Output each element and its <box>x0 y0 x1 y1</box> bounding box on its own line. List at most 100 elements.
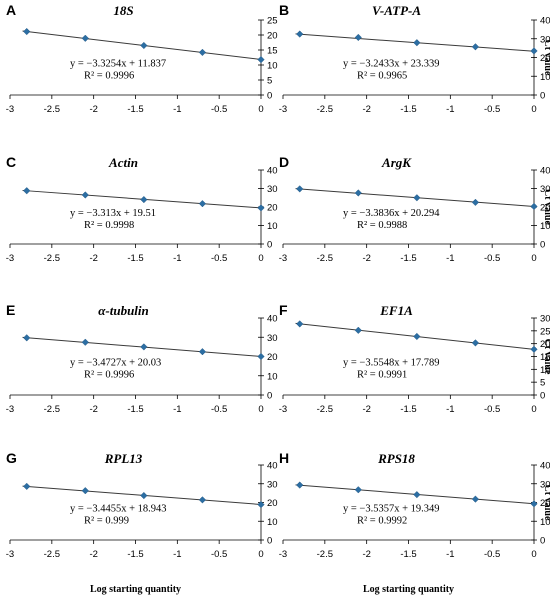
data-point <box>140 343 148 351</box>
x-axis-title: Log starting quantity <box>90 584 181 595</box>
panel-letter: A <box>6 2 16 18</box>
y-tick-label: 20 <box>540 339 550 350</box>
x-tick-label: -0.5 <box>211 549 227 560</box>
r-squared: R² = 0.9965 <box>357 71 407 82</box>
y-tick-label: 40 <box>540 166 550 177</box>
y-tick-label: 10 <box>267 221 278 232</box>
x-tick-label: -1 <box>173 549 181 560</box>
panel-letter: C <box>6 154 16 170</box>
r-squared: R² = 0.9996 <box>84 71 134 82</box>
chart-title: 18S <box>113 3 133 18</box>
y-tick-label: 0 <box>540 536 545 547</box>
y-axis-title: Ct value <box>542 339 550 375</box>
regression-equation: y = −3.313x + 19.51 <box>70 208 156 219</box>
x-tick-label: -0.5 <box>211 404 227 415</box>
y-tick-label: 10 <box>267 517 278 528</box>
y-tick-label: 20 <box>267 203 278 214</box>
data-point <box>530 345 538 353</box>
data-point <box>257 352 265 361</box>
data-point <box>354 326 362 334</box>
panel-letter: G <box>6 450 17 466</box>
data-point <box>354 486 362 494</box>
y-tick-label: 10 <box>267 371 278 382</box>
y-tick-label: 40 <box>267 314 278 325</box>
x-tick-label: -0.5 <box>484 404 500 415</box>
y-tick-label: 0 <box>267 91 272 102</box>
y-tick-label: 30 <box>540 479 550 490</box>
regression-equation: y = −3.5357x + 19.349 <box>343 504 440 515</box>
y-tick-label: 20 <box>267 498 278 509</box>
data-point <box>23 482 31 490</box>
x-tick-label: -2.5 <box>317 104 333 115</box>
y-tick-label: 25 <box>540 326 550 337</box>
regression-equation: y = −3.2433x + 23.339 <box>343 59 440 70</box>
data-point <box>140 491 148 500</box>
chart-title: RPL13 <box>104 451 143 466</box>
y-tick-label: 5 <box>540 378 545 389</box>
x-tick-label: -2 <box>362 549 370 560</box>
y-tick-label: 20 <box>267 31 278 42</box>
data-point <box>296 30 304 38</box>
y-tick-label: 0 <box>267 536 272 547</box>
chart-title: RPS18 <box>377 451 415 466</box>
x-tick-label: 0 <box>258 253 263 264</box>
panel-letter: D <box>279 154 289 170</box>
regression-equation: y = −3.3254x + 11.837 <box>70 59 166 70</box>
x-tick-label: -2 <box>89 404 97 415</box>
x-tick-label: -0.5 <box>484 253 500 264</box>
data-point <box>81 338 89 346</box>
panel-g: G RPL13 -3 -2.5 -2 -1.5 -1 -0.5 00 10 20 30 40 y = −3… <box>6 450 278 595</box>
data-point <box>23 27 31 36</box>
x-tick-label: -2.5 <box>317 549 333 560</box>
x-tick-label: -2 <box>362 404 370 415</box>
data-point <box>354 33 362 42</box>
chart-title: α-tubulin <box>98 303 149 318</box>
y-tick-label: 30 <box>540 314 550 325</box>
r-squared: R² = 0.9998 <box>84 220 134 231</box>
x-tick-label: -1 <box>173 253 181 264</box>
data-point <box>471 495 480 503</box>
x-tick-label: -1 <box>446 549 454 560</box>
x-tick-label: -2 <box>89 253 97 264</box>
x-tick-label: -2.5 <box>317 253 333 264</box>
x-tick-label: -1.5 <box>400 404 416 415</box>
x-tick-label: -1.5 <box>127 253 143 264</box>
panel-a: A 18S -3 -2.5 -2 -1.5 -1 -0.5 00 5 10 15 20 25 y = −3.… <box>6 2 278 115</box>
x-tick-label: -1 <box>446 104 454 115</box>
data-point <box>23 187 31 195</box>
y-tick-label: 10 <box>540 365 550 376</box>
x-tick-label: -1 <box>446 404 454 415</box>
x-tick-label: -1 <box>446 253 454 264</box>
data-point <box>257 204 265 212</box>
regression-equation: y = −3.3836x + 20.294 <box>343 208 440 219</box>
y-tick-label: 30 <box>540 34 550 45</box>
y-tick-label: 40 <box>267 461 278 472</box>
y-tick-label: 40 <box>267 166 278 177</box>
x-tick-label: -3 <box>6 404 14 415</box>
y-tick-label: 25 <box>267 16 278 27</box>
x-tick-label: -3 <box>6 549 14 560</box>
data-point <box>413 332 421 341</box>
y-axis-title: Ct value <box>542 485 550 521</box>
x-tick-label: 0 <box>531 104 536 115</box>
y-tick-label: 0 <box>540 240 545 251</box>
y-axis-title: Ct value <box>542 189 550 225</box>
y-tick-label: 15 <box>540 352 550 363</box>
x-tick-label: -2 <box>89 104 97 115</box>
x-tick-label: 0 <box>258 549 263 560</box>
y-tick-label: 0 <box>540 91 545 102</box>
x-tick-label: 0 <box>258 404 263 415</box>
x-tick-label: -0.5 <box>484 104 500 115</box>
y-tick-label: 10 <box>267 61 278 72</box>
panel-d: D ArgK -3 -2.5 -2 -1.5 -1 -0.5 00 10 20 30 40 y = −3.… <box>279 154 550 264</box>
y-axis-title: Ct value <box>542 40 550 76</box>
x-tick-label: -1.5 <box>127 104 143 115</box>
y-tick-label: 10 <box>540 221 550 232</box>
data-point <box>413 491 421 499</box>
x-tick-label: -3 <box>6 104 14 115</box>
data-point <box>257 56 265 64</box>
data-point <box>198 496 207 504</box>
x-tick-label: -2 <box>362 253 370 264</box>
